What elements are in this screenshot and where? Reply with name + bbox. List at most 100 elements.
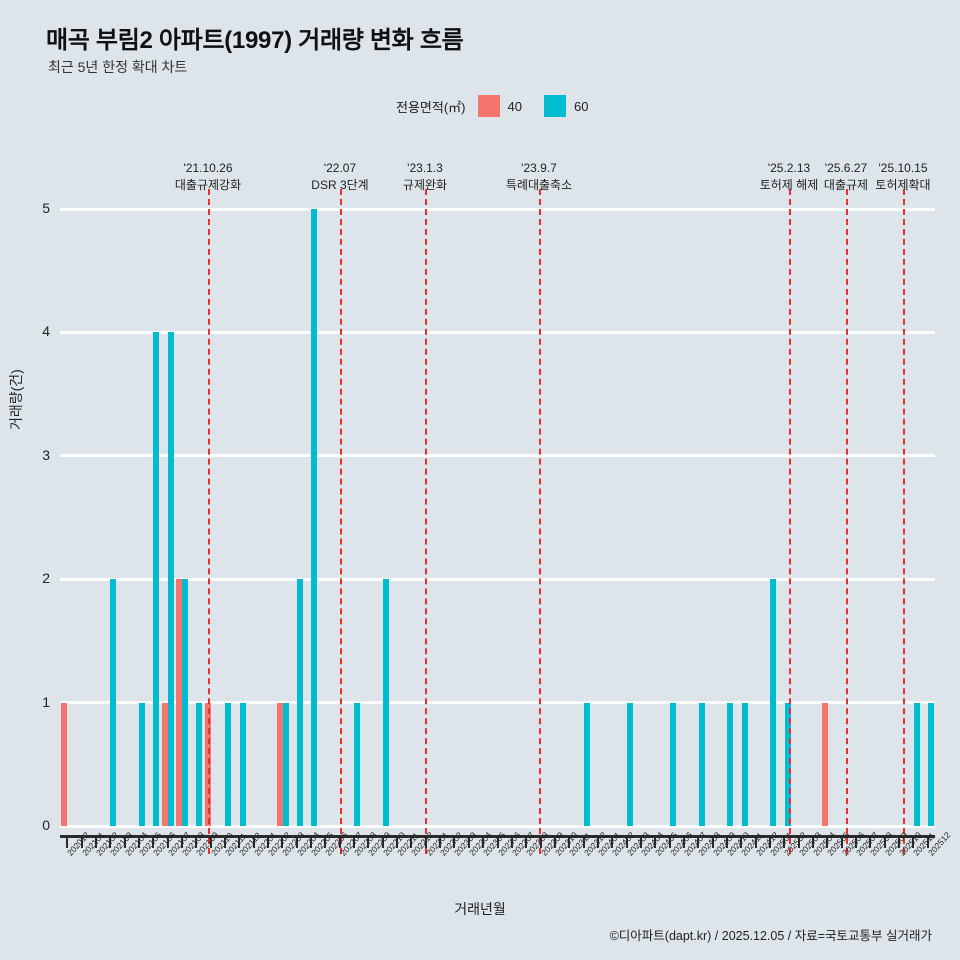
- x-tick-202406: [668, 838, 671, 848]
- annotation-text-5: 대출규제: [823, 178, 869, 192]
- gridline-3: [60, 454, 935, 458]
- annotation-text-1: DSR 3단계: [311, 178, 369, 192]
- x-tick-202212: [410, 838, 413, 848]
- bar-202406-60: [669, 702, 676, 826]
- y-axis-title: 거래량(건): [8, 369, 24, 430]
- x-tick-202210: [381, 838, 384, 848]
- bar-202107-40: [161, 702, 168, 826]
- x-tick-202303: [453, 838, 456, 848]
- x-tick-202404: [639, 838, 642, 848]
- annotation-text-3: 특례대출축소: [505, 178, 573, 192]
- x-tick-202308: [525, 838, 528, 848]
- y-tick-label-3: 3: [42, 446, 50, 463]
- annotation-line-5: [846, 189, 848, 854]
- x-tick-202012: [66, 838, 69, 848]
- annotation-label-2: '23.1.3 규제완화: [403, 160, 447, 194]
- bar-202403-60: [626, 702, 633, 826]
- x-tick-202502: [783, 838, 786, 848]
- bar-202203-40: [276, 702, 283, 826]
- bar-202512-60: [928, 702, 935, 826]
- x-tick-202505: [826, 838, 829, 848]
- annotation-line-4: [789, 189, 791, 854]
- x-tick-202307: [510, 838, 513, 848]
- x-tick-202409: [711, 838, 714, 848]
- bar-202208-60: [354, 702, 361, 826]
- annotation-label-4: '25.2.13 토허제 해제: [760, 160, 819, 194]
- x-tick-202504: [812, 838, 815, 848]
- x-tick-202508: [869, 838, 872, 848]
- page-subtitle: 최근 5년 한정 확대 차트: [48, 59, 188, 75]
- x-tick-202401: [596, 838, 599, 848]
- annotation-date-4: '25.2.13: [767, 161, 811, 175]
- x-tick-202301: [424, 838, 427, 848]
- annotation-line-6: [903, 189, 905, 854]
- x-tick-202111: [223, 838, 226, 848]
- x-tick-202112: [238, 838, 241, 848]
- y-tick-label-2: 2: [42, 570, 50, 587]
- x-tick-202506: [840, 838, 843, 848]
- annotation-label-5: '25.6.27 대출규제: [824, 160, 868, 194]
- x-tick-202512: [926, 838, 929, 848]
- annotation-label-3: '23.9.7 특례대출축소: [506, 160, 572, 194]
- x-axis-title: 거래년월: [454, 901, 506, 917]
- annotation-line-3: [539, 189, 541, 854]
- x-tick-202211: [396, 838, 399, 848]
- x-axis: [60, 835, 935, 838]
- bar-202012-40: [61, 702, 68, 826]
- annotation-date-6: '25.10.15: [878, 161, 928, 175]
- x-tick-202407: [682, 838, 685, 848]
- x-tick-202102: [94, 838, 97, 848]
- x-tick-202402: [611, 838, 614, 848]
- gridline-4: [60, 330, 935, 334]
- annotation-line-1: [340, 189, 342, 854]
- legend-label-60: 60: [573, 98, 589, 114]
- x-tick-202201: [252, 838, 255, 848]
- bar-202108-40: [176, 579, 183, 826]
- annotation-date-1: '22.07: [323, 161, 357, 175]
- legend: 전용면적(㎡) 40 60: [396, 95, 602, 117]
- bar-202105-60: [139, 702, 146, 826]
- x-tick-202205: [310, 838, 313, 848]
- x-tick-202101: [80, 838, 83, 848]
- y-tick-label-0: 0: [42, 817, 50, 833]
- bar-202203-60: [282, 702, 289, 826]
- bar-202110-40: [204, 702, 211, 826]
- x-tick-202104: [123, 838, 126, 848]
- x-tick-202310: [553, 838, 556, 848]
- annotation-date-0: '21.10.26: [183, 161, 233, 175]
- x-tick-202107: [166, 838, 169, 848]
- x-tick-202311: [568, 838, 571, 848]
- x-tick-202207: [338, 838, 341, 848]
- legend-label-40: 40: [507, 98, 522, 114]
- bar-202511-60: [913, 702, 920, 826]
- gridline-5: [60, 207, 935, 211]
- footer-credit: ©디아파트(dapt.kr) / 2025.12.05 / 자료=국토교통부 실…: [609, 929, 932, 943]
- x-tick-202105: [137, 838, 140, 848]
- bar-202108-60: [182, 579, 189, 826]
- annotation-date-2: '23.1.3: [407, 161, 443, 175]
- bar-202106-60: [153, 332, 160, 826]
- x-tick-202309: [539, 838, 542, 848]
- annotation-label-6: '25.10.15 토허제확대: [875, 160, 930, 194]
- y-tick-label-4: 4: [42, 323, 50, 340]
- x-tick-202304: [467, 838, 470, 848]
- x-tick-202305: [482, 838, 485, 848]
- gridline-1: [60, 701, 935, 705]
- bar-202410-60: [727, 702, 734, 826]
- x-tick-202206: [324, 838, 327, 848]
- annotation-text-4: 토허제 해제: [759, 178, 819, 192]
- bar-202204-60: [296, 579, 303, 826]
- x-tick-202110: [209, 838, 212, 848]
- gridline-0: [60, 824, 935, 828]
- page-title: 매곡 부림2 아파트(1997) 거래량 변화 흐름: [46, 27, 464, 54]
- x-tick-202209: [367, 838, 370, 848]
- bar-202205-60: [311, 209, 318, 826]
- annotation-text-2: 규제완화: [402, 178, 448, 192]
- bar-202210-60: [382, 579, 389, 826]
- legend-swatch-40: [477, 95, 500, 117]
- x-tick-202509: [883, 838, 886, 848]
- bar-202109-60: [196, 702, 203, 826]
- bar-202103-60: [110, 579, 117, 826]
- x-tick-202510: [898, 838, 901, 848]
